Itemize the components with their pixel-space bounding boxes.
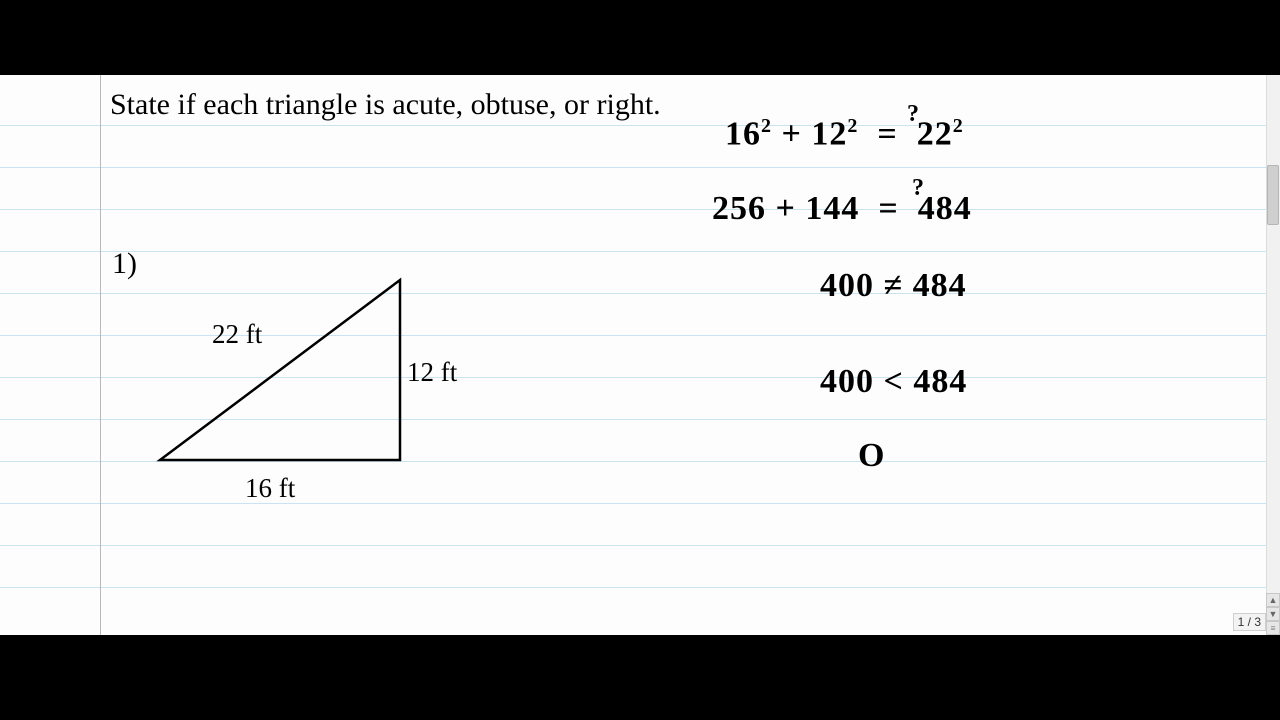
rule-line xyxy=(0,209,1280,210)
term-b: 12 xyxy=(811,115,847,152)
val-c: 484 xyxy=(918,190,972,227)
rule-line xyxy=(0,587,1280,588)
rule-line xyxy=(0,545,1280,546)
scroll-menu-icon[interactable]: ≡ xyxy=(1266,621,1280,635)
work-line-2: 256 + 144 = 484 xyxy=(712,190,972,228)
notebook-page: State if each triangle is acute, obtuse,… xyxy=(0,75,1280,635)
term-c: 22 xyxy=(917,115,953,152)
relation: ≠ xyxy=(884,267,904,304)
rule-line xyxy=(0,503,1280,504)
work-line-1: 162 + 122 = 222 xyxy=(725,115,964,153)
scroll-up-icon[interactable]: ▲ xyxy=(1266,593,1280,607)
letterbox-frame: State if each triangle is acute, obtuse,… xyxy=(0,0,1280,720)
side-label-vertical: 12 ft xyxy=(407,357,457,388)
work-line-4: 400 < 484 xyxy=(820,363,967,401)
val-a: 256 xyxy=(712,190,766,227)
rhs: 484 xyxy=(913,363,967,400)
work-line-5: O xyxy=(858,437,884,475)
exp: 2 xyxy=(847,115,858,137)
term-a: 16 xyxy=(725,115,761,152)
lhs: 400 xyxy=(820,363,874,400)
op-plus: + xyxy=(782,115,802,152)
rhs: 484 xyxy=(913,267,967,304)
side-label-base: 16 ft xyxy=(245,473,295,504)
rule-line xyxy=(0,167,1280,168)
scroll-down-icon[interactable]: ▼ xyxy=(1266,607,1280,621)
val-b: 144 xyxy=(805,190,859,227)
lhs: 400 xyxy=(820,267,874,304)
scrollbar-thumb[interactable] xyxy=(1267,165,1279,225)
work-line-3: 400 ≠ 484 xyxy=(820,267,967,305)
exp: 2 xyxy=(761,115,772,137)
problem-prompt: State if each triangle is acute, obtuse,… xyxy=(110,83,670,127)
op-plus: + xyxy=(776,190,796,227)
relation: = xyxy=(878,190,898,227)
question-number: 1) xyxy=(112,247,137,281)
side-label-hypotenuse: 22 ft xyxy=(212,319,262,350)
relation: = xyxy=(877,115,897,152)
page-indicator: 1 / 3 xyxy=(1233,613,1266,631)
relation: < xyxy=(884,363,904,400)
rule-line xyxy=(0,251,1280,252)
vertical-scrollbar[interactable] xyxy=(1266,75,1280,635)
triangle-figure xyxy=(155,275,415,475)
exp: 2 xyxy=(953,115,964,137)
margin-line xyxy=(100,75,101,635)
